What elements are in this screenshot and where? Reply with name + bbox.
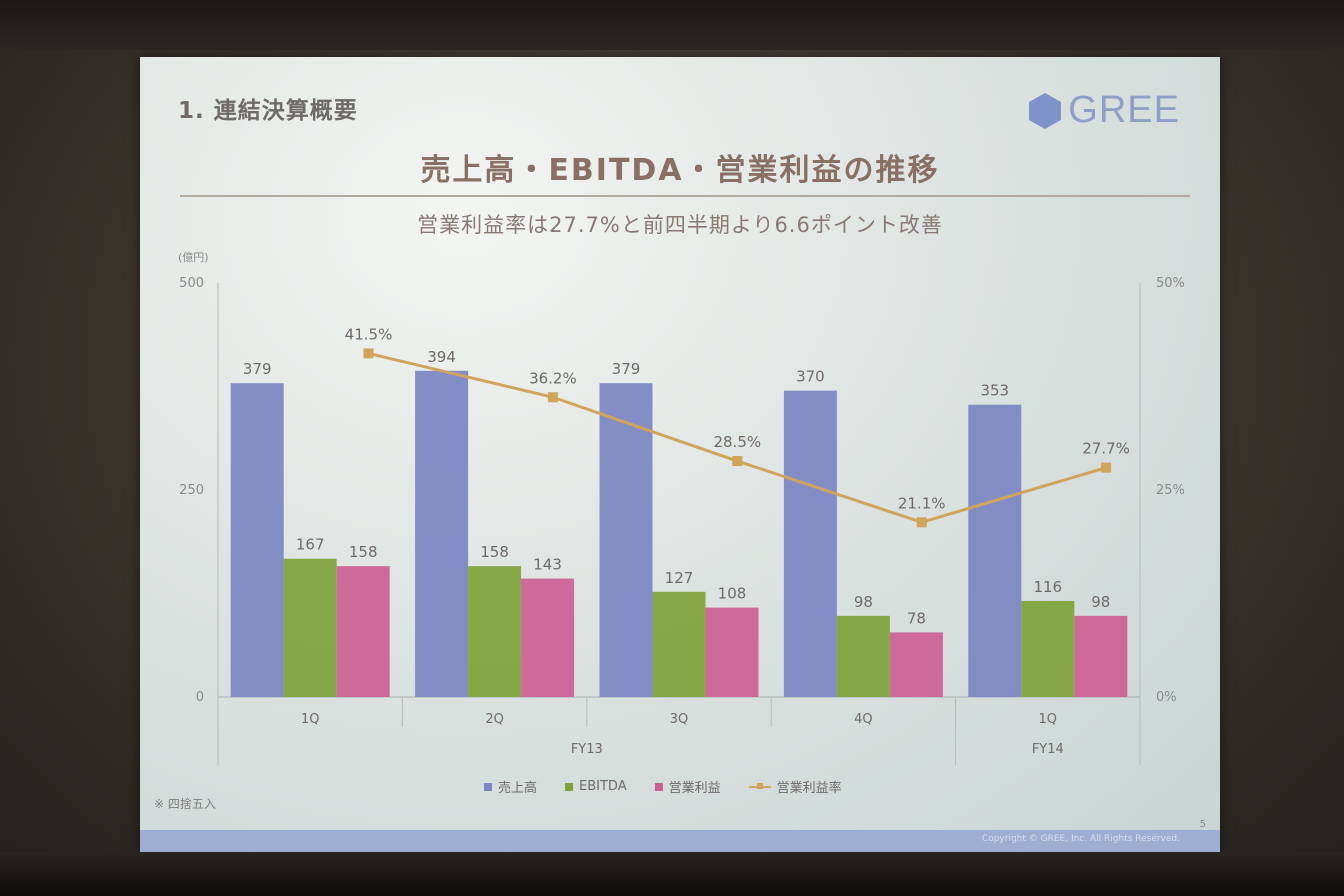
logo-text: GREE — [1068, 89, 1180, 131]
screen-bottom-frame — [0, 852, 1344, 896]
bar — [415, 370, 469, 697]
bar-value-label: 370 — [796, 368, 825, 386]
group-label: FY13 — [571, 742, 603, 757]
bar — [889, 632, 943, 697]
bar — [521, 578, 575, 697]
copyright-text: Copyright © GREE, Inc. All Rights Reserv… — [981, 834, 1180, 844]
chart-legend: 売上高 EBITDA 営業利益 営業利益率 — [484, 777, 842, 796]
left-tick-label: 250 — [179, 483, 204, 498]
bar — [968, 404, 1022, 697]
bar-value-label: 98 — [854, 593, 873, 611]
footer-bar: Copyright © GREE, Inc. All Rights Reserv… — [140, 830, 1220, 852]
category-label: 1Q — [301, 712, 320, 727]
bar — [1021, 600, 1075, 697]
margin-value-label: 36.2% — [529, 369, 577, 387]
category-label: 1Q — [1039, 712, 1058, 727]
bar — [836, 615, 890, 697]
bar-value-label: 379 — [612, 360, 641, 378]
bar — [1074, 615, 1128, 697]
bar-value-label: 108 — [718, 585, 747, 603]
section-title: 1. 連結決算概要 — [178, 98, 358, 124]
bar-value-labels: 379 167 158 394 158 143 379 127 108 370 98 78 353 116… — [243, 348, 1110, 628]
legend-label-revenue: 売上高 — [498, 781, 538, 796]
bar — [652, 591, 706, 697]
legend-label-margin: 営業利益率 — [776, 781, 842, 796]
bar-value-label: 143 — [533, 556, 562, 574]
margin-point — [916, 517, 927, 528]
right-tick-label: 25% — [1156, 483, 1185, 498]
bar-value-label: 167 — [296, 536, 325, 554]
category-label: 2Q — [485, 712, 504, 727]
legend-label-ebitda: EBITDA — [579, 779, 627, 794]
page-number: 5 — [1199, 819, 1206, 830]
category-label: 3Q — [670, 712, 689, 727]
bar-series — [230, 370, 1128, 697]
bar-value-label: 158 — [349, 543, 378, 561]
bar-value-label: 394 — [427, 348, 456, 366]
left-tick-label: 500 — [179, 276, 204, 291]
legend-item-ebitda: EBITDA — [565, 777, 627, 796]
margin-line-series: 41.5% 36.2% 28.5% 21.1% 27.7% — [345, 325, 1130, 528]
margin-point — [1101, 462, 1112, 473]
margin-value-label: 28.5% — [713, 433, 761, 451]
bar-value-label: 127 — [665, 569, 694, 587]
right-tick-label: 0% — [1156, 690, 1177, 705]
bar — [705, 607, 759, 697]
bar-value-label: 98 — [1091, 593, 1110, 611]
screen-housing — [0, 0, 1344, 50]
margin-value-label: 41.5% — [345, 325, 393, 343]
slide-title: 売上高・EBITDA・営業利益の推移 — [420, 153, 940, 188]
margin-point — [547, 392, 558, 403]
legend-swatch-revenue — [484, 782, 492, 791]
left-tick-label: 0 — [196, 690, 204, 705]
hexagon-logo-icon — [1029, 92, 1062, 129]
legend-label-operating-income: 営業利益 — [668, 781, 721, 796]
bar — [336, 566, 390, 697]
bar-value-label: 78 — [907, 609, 926, 627]
bar-value-label: 379 — [243, 360, 272, 378]
x-axis-labels: 1Q 2Q 3Q 4Q 1Q FY13 FY14 — [301, 712, 1064, 757]
bar-value-label: 116 — [1033, 578, 1062, 596]
legend-swatch-operating-income — [654, 782, 663, 791]
margin-value-label: 21.1% — [898, 494, 946, 512]
gree-logo: GREE — [1026, 89, 1180, 132]
presentation-slide: 1. 連結決算概要 GREE 売上高・EBITDA・営業利益の推移 営業利益率は… — [140, 57, 1220, 852]
bar — [230, 383, 284, 697]
margin-point — [732, 456, 743, 467]
margin-point — [363, 348, 374, 359]
bar — [468, 566, 522, 697]
title-divider — [180, 195, 1190, 197]
margin-value-label: 27.7% — [1082, 440, 1130, 458]
group-label: FY14 — [1032, 742, 1064, 757]
legend-item-margin: 営業利益率 — [748, 777, 842, 796]
legend-item-revenue: 売上高 — [484, 777, 537, 796]
y-unit-label: (億円) — [178, 251, 209, 264]
slide-subtitle: 営業利益率は27.7%と前四半期より6.6ポイント改善 — [417, 213, 943, 237]
bar-value-label: 353 — [980, 382, 1009, 400]
chart-axes: 0 250 500 0% 25% 50% — [179, 276, 1185, 765]
bar — [599, 383, 653, 697]
category-label: 4Q — [854, 712, 873, 727]
legend-line-margin — [748, 782, 771, 789]
right-tick-label: 50% — [1156, 276, 1185, 291]
legend-swatch-ebitda — [565, 782, 574, 791]
legend-item-operating-income: 営業利益 — [654, 777, 721, 796]
bar — [783, 390, 837, 697]
bar-value-label: 158 — [480, 543, 509, 561]
bar — [283, 558, 337, 697]
footnote: ※ 四捨五入 — [154, 797, 216, 811]
